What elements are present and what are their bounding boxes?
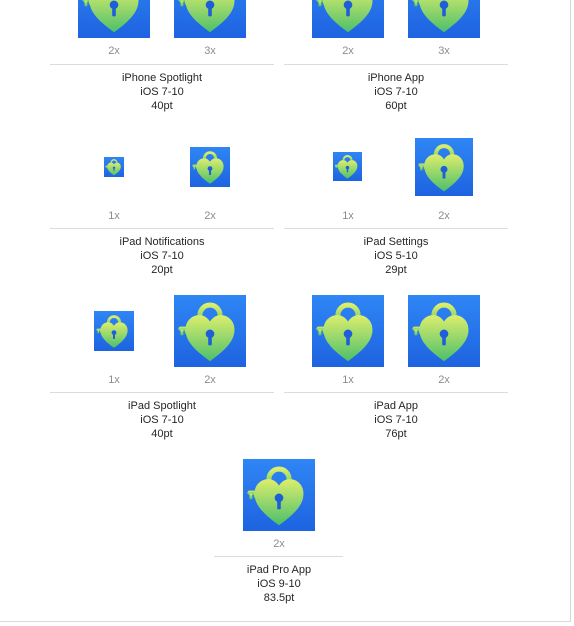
group-ios-range: iOS 7-10 bbox=[140, 86, 184, 98]
group-ios-range: iOS 7-10 bbox=[140, 414, 184, 426]
group-divider bbox=[214, 556, 343, 557]
group-divider bbox=[284, 228, 508, 229]
heart-padlock-key-icon[interactable] bbox=[408, 0, 480, 38]
group-caption: iPad Pro App iOS 9-10 83.5pt bbox=[167, 563, 391, 605]
group-caption: iPhone Spotlight iOS 7-10 40pt bbox=[50, 71, 274, 113]
group-caption: iPhone App iOS 7-10 60pt bbox=[284, 71, 508, 113]
group-title: iPad Settings bbox=[363, 236, 429, 248]
scale-label: 2x bbox=[108, 45, 120, 57]
group-title: iPhone App bbox=[367, 72, 425, 84]
group-point-size: 83.5pt bbox=[263, 592, 295, 604]
scale-label: 2x bbox=[273, 538, 285, 550]
group-point-size: 29pt bbox=[385, 264, 407, 276]
scale-label: 1x bbox=[342, 210, 354, 222]
scale-label: 3x bbox=[204, 45, 216, 57]
heart-padlock-key-icon[interactable] bbox=[78, 0, 150, 38]
group-point-size: 40pt bbox=[151, 428, 173, 440]
group-caption: iPad App iOS 7-10 76pt bbox=[284, 399, 508, 441]
heart-padlock-key-icon[interactable] bbox=[415, 138, 473, 196]
group-title: iPad Notifications bbox=[119, 236, 205, 248]
group-title: iPhone Spotlight bbox=[121, 72, 203, 84]
heart-padlock-key-icon[interactable] bbox=[174, 0, 246, 38]
heart-padlock-key-icon[interactable] bbox=[243, 459, 315, 531]
scale-label: 2x bbox=[342, 45, 354, 57]
heart-padlock-key-icon[interactable] bbox=[190, 147, 230, 187]
scale-label: 2x bbox=[438, 210, 450, 222]
group-divider bbox=[50, 392, 274, 393]
group-point-size: 60pt bbox=[385, 100, 407, 112]
window-bottom-border bbox=[0, 621, 571, 622]
group-divider bbox=[284, 64, 508, 65]
group-caption: iPad Notifications iOS 7-10 20pt bbox=[50, 235, 274, 277]
scale-label: 2x bbox=[204, 374, 216, 386]
group-caption: iPad Spotlight iOS 7-10 40pt bbox=[50, 399, 274, 441]
heart-padlock-key-icon[interactable] bbox=[174, 295, 246, 367]
group-ios-range: iOS 7-10 bbox=[140, 250, 184, 262]
group-caption: iPad Settings iOS 5-10 29pt bbox=[284, 235, 508, 277]
heart-padlock-key-icon[interactable] bbox=[312, 295, 384, 367]
group-point-size: 20pt bbox=[151, 264, 173, 276]
scale-label: 2x bbox=[204, 210, 216, 222]
scale-label: 3x bbox=[438, 45, 450, 57]
heart-padlock-key-icon[interactable] bbox=[94, 311, 134, 351]
group-title: iPad Spotlight bbox=[128, 400, 196, 412]
group-point-size: 40pt bbox=[151, 100, 173, 112]
group-ios-range: iOS 7-10 bbox=[374, 414, 418, 426]
group-ios-range: iOS 5-10 bbox=[374, 250, 418, 262]
scale-label: 1x bbox=[342, 374, 354, 386]
group-divider bbox=[50, 64, 274, 65]
group-divider bbox=[50, 228, 274, 229]
scale-label: 1x bbox=[108, 374, 120, 386]
scale-label: 1x bbox=[108, 210, 120, 222]
group-ios-range: iOS 9-10 bbox=[257, 578, 301, 590]
group-ios-range: iOS 7-10 bbox=[374, 86, 418, 98]
group-divider bbox=[284, 392, 508, 393]
heart-padlock-key-icon[interactable] bbox=[408, 295, 480, 367]
heart-padlock-key-icon[interactable] bbox=[312, 0, 384, 38]
window-right-border bbox=[570, 0, 571, 622]
group-title: iPad Pro App bbox=[246, 564, 312, 576]
heart-padlock-key-icon[interactable] bbox=[104, 157, 124, 177]
group-title: iPad App bbox=[373, 400, 419, 412]
scale-label: 2x bbox=[438, 374, 450, 386]
heart-padlock-key-icon[interactable] bbox=[333, 152, 362, 181]
group-point-size: 76pt bbox=[385, 428, 407, 440]
